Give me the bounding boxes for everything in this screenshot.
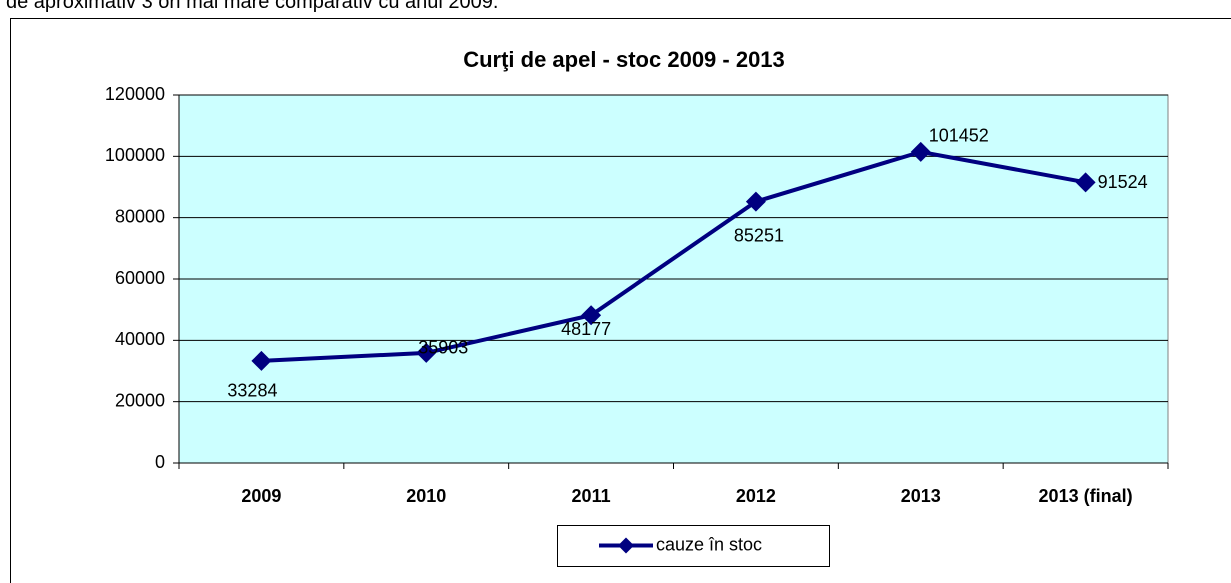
data-label: 101452 <box>929 126 989 146</box>
marker <box>745 191 766 212</box>
x-tick-label: 2011 <box>572 486 611 506</box>
y-tick-label: 60000 <box>115 268 165 288</box>
x-tick-label: 2010 <box>406 486 446 506</box>
legend-label: cauze în stoc <box>656 534 762 554</box>
y-tick-label: 0 <box>155 452 165 472</box>
marker <box>581 305 602 326</box>
marker <box>251 350 272 371</box>
chart-title: Curţi de apel - stoc 2009 - 2013 <box>463 47 785 72</box>
y-tick-label: 40000 <box>115 329 165 349</box>
marker <box>1075 172 1096 193</box>
y-tick-label: 80000 <box>115 206 165 226</box>
marker <box>416 342 437 363</box>
series-line <box>261 149 1086 363</box>
x-tick-label: 2013 (final) <box>1039 486 1133 506</box>
x-tick-label: 2009 <box>241 486 281 506</box>
y-tick-label: 120000 <box>105 84 165 104</box>
y-tick-label: 100000 <box>105 145 165 165</box>
x-tick-label: 2012 <box>736 486 776 506</box>
data-label: 48177 <box>561 319 611 339</box>
data-label: 85251 <box>734 225 784 245</box>
data-label: 35903 <box>418 338 468 358</box>
header-text: i de aproximativ 3 ori mai mare comparat… <box>0 0 498 13</box>
legend-marker <box>618 537 634 554</box>
data-label: 91524 <box>1098 172 1148 192</box>
x-tick-label: 2013 <box>901 486 941 506</box>
y-tick-label: 20000 <box>115 390 165 410</box>
data-label: 33284 <box>227 381 277 401</box>
marker <box>910 141 931 162</box>
